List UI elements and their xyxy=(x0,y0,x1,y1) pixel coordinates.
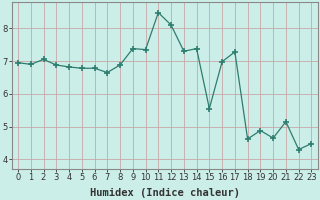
X-axis label: Humidex (Indice chaleur): Humidex (Indice chaleur) xyxy=(90,188,240,198)
